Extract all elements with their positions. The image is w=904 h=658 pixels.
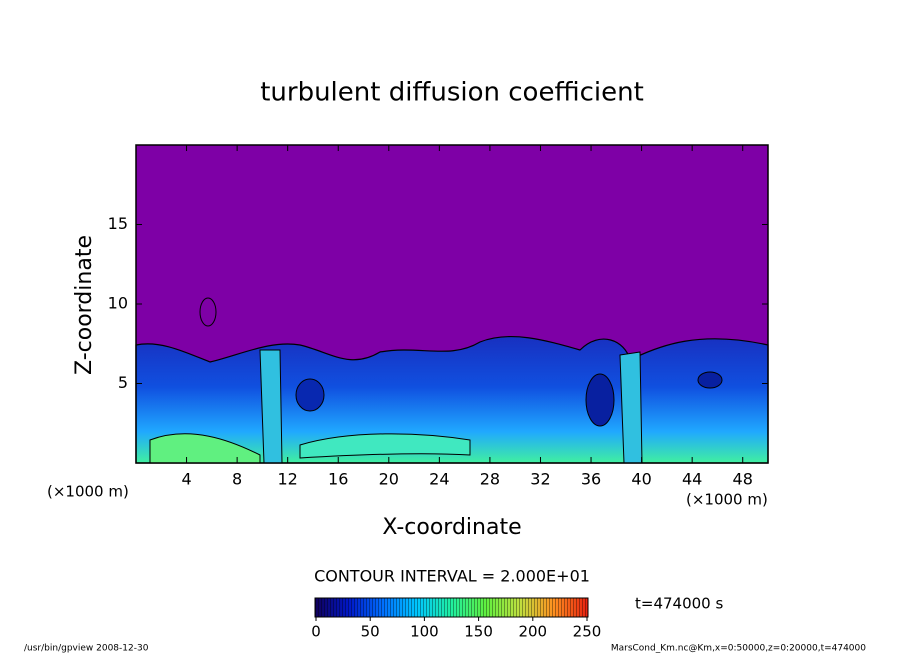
y-tick-label: 10 [108,294,128,313]
field [135,144,769,464]
footer-left: /usr/bin/gpview 2008-12-30 [24,644,149,654]
colorbar-tick-label: 0 [311,623,321,641]
x-tick-label: 40 [631,470,651,489]
x-tick-label: 28 [480,470,500,489]
colorbar-tick-label: 100 [410,623,439,641]
chart-title: turbulent diffusion coefficient [260,78,644,108]
plume [259,349,283,464]
colorbar-stripes [315,598,588,617]
y-tick-label: 5 [118,373,128,392]
x-tick-label: 48 [733,470,753,489]
x-tick-label: 16 [328,470,348,489]
x-tick-label: 32 [530,470,550,489]
plume [619,351,643,464]
turbulent-layer [135,335,769,464]
y-unit: (×1000 m) [47,483,129,501]
colorbar-tick-label: 200 [518,623,547,641]
x-tick-label: 20 [379,470,399,489]
x-tick-label: 4 [181,470,191,489]
time-label: t=474000 s [635,595,723,613]
footer-right: MarsCond_Km.nc@Km,x=0:50000,z=0:20000,t=… [611,644,866,654]
colorbar-tick-label: 250 [573,623,602,641]
eddy [585,373,615,427]
eddy [697,371,723,389]
x-tick-label: 44 [682,470,702,489]
eddy [295,378,325,412]
high-region [149,433,261,464]
x-tick-label: 36 [581,470,601,489]
x-axis-label: X-coordinate [382,515,521,540]
colorbar-tick-label: 50 [361,623,380,641]
x-tick-label: 24 [429,470,449,489]
mid-region [299,433,471,459]
x-tick-label: 12 [278,470,298,489]
x-tick-label: 8 [232,470,242,489]
y-tick-label: 15 [108,214,128,233]
x-unit: (×1000 m) [686,491,768,509]
eddy [199,297,217,327]
colorbar-tick-label: 150 [464,623,493,641]
contour-interval: CONTOUR INTERVAL = 2.000E+01 [314,567,590,586]
y-axis-label: Z-coordinate [72,235,97,375]
